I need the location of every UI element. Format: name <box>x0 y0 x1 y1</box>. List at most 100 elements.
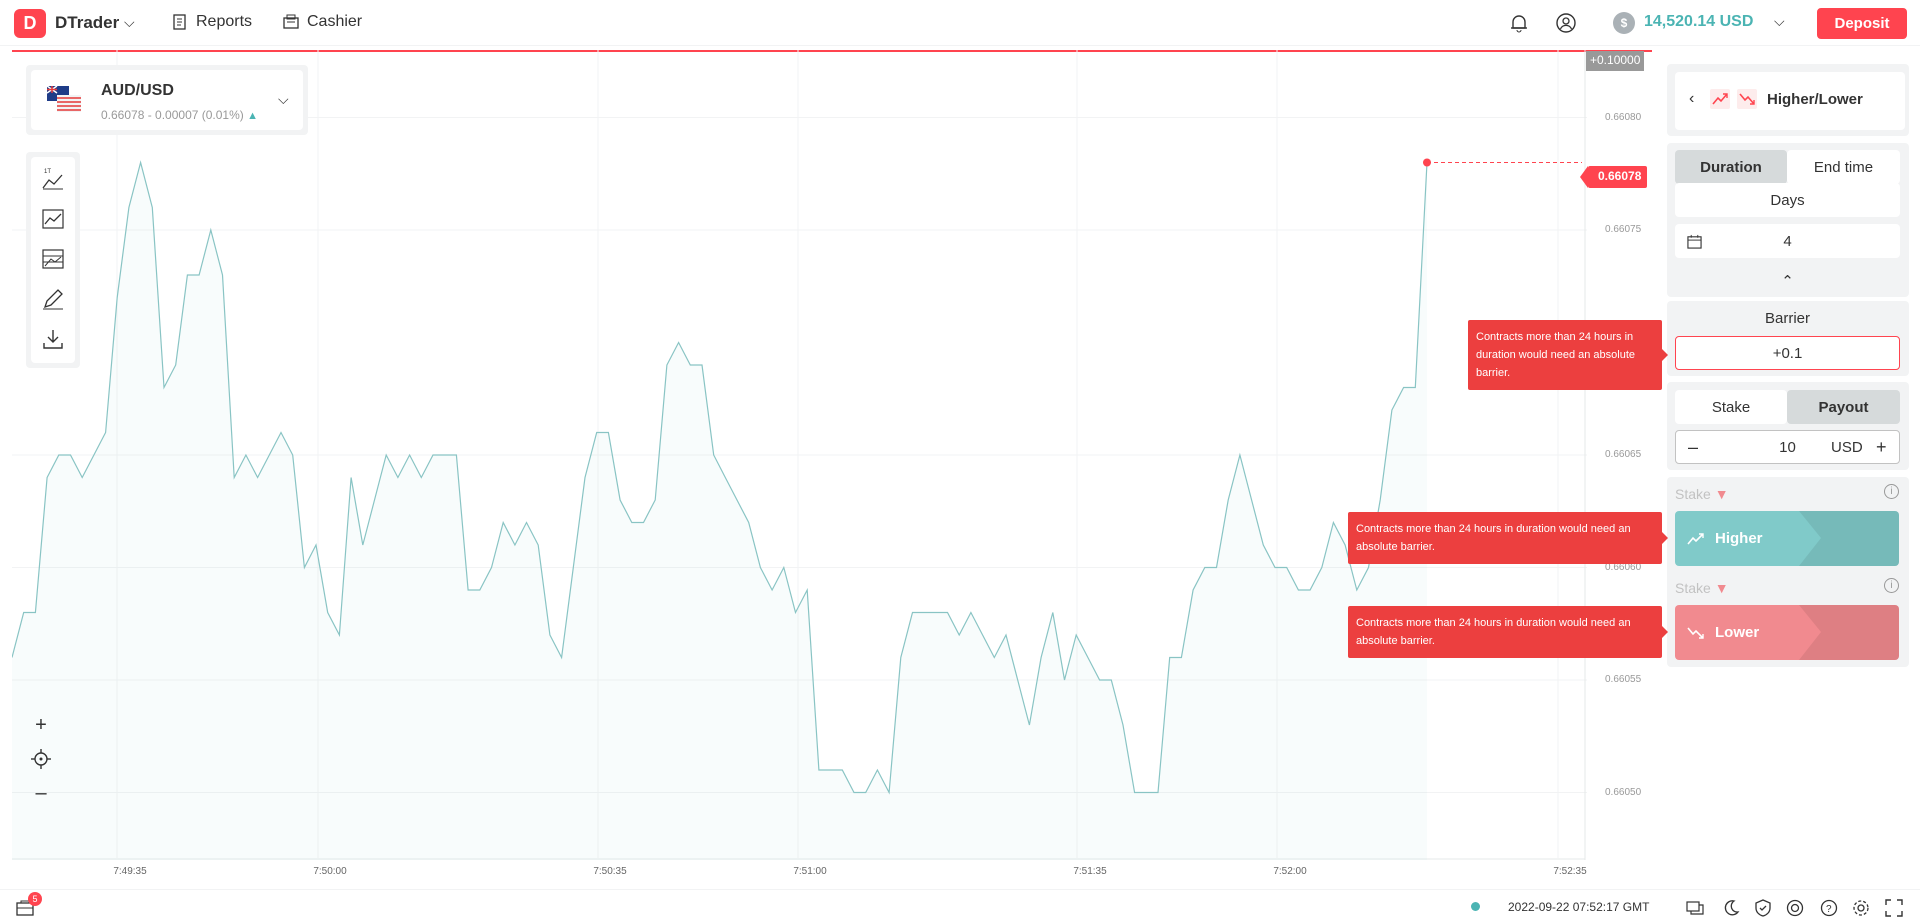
barrier-error-tooltip: Contracts more than 24 hours in duration… <box>1468 320 1668 390</box>
deriv-logo-icon[interactable]: D <box>14 9 46 38</box>
higher-stake-text: Stake <box>1675 486 1711 502</box>
nav-cashier[interactable]: Cashier <box>283 13 362 31</box>
settings-gear-icon[interactable] <box>1852 899 1870 917</box>
caret-down-icon: ▼ <box>1714 486 1729 502</box>
lower-error-tooltip: Contracts more than 24 hours in duration… <box>1348 606 1668 658</box>
notification-badge: 5 <box>28 892 42 906</box>
tab-payout[interactable]: Payout <box>1787 390 1900 424</box>
shield-icon[interactable] <box>1754 899 1772 917</box>
cashier-icon <box>283 14 299 29</box>
tab-stake[interactable]: Stake <box>1675 390 1787 424</box>
fullscreen-icon[interactable] <box>1885 899 1903 917</box>
templates-icon[interactable] <box>41 247 65 271</box>
x-tick-label: 7:51:00 <box>793 866 827 877</box>
x-tick-label: 7:51:35 <box>1073 866 1107 877</box>
y-tick-label: 0.66080 <box>1605 111 1642 123</box>
indicators-icon[interactable] <box>41 207 65 231</box>
help-icon[interactable]: ? <box>1820 899 1838 917</box>
chevron-up-icon[interactable]: ⌃ <box>1781 273 1794 290</box>
trend-up-icon: ▲ <box>247 110 259 122</box>
lower-button-shade <box>1799 605 1899 660</box>
account-balance[interactable]: 14,520.14 USD <box>1644 13 1754 30</box>
x-tick-label: 7:50:35 <box>593 866 627 877</box>
y-tick-label: 0.66055 <box>1605 674 1642 685</box>
higher-button[interactable]: Higher <box>1675 511 1899 566</box>
lower-label: Lower <box>1715 624 1760 641</box>
barrier-label: Barrier <box>1764 310 1810 327</box>
contract-type-selector[interactable]: ‹ Higher/Lower <box>1675 72 1905 130</box>
higher-button-shade <box>1799 511 1899 566</box>
symbol-chevron-icon[interactable]: ⌵ <box>278 91 289 107</box>
rise-icon <box>1710 89 1730 109</box>
currency-label: USD <box>1831 438 1863 456</box>
barrier-price-tag: +0.10000 <box>1586 51 1645 71</box>
price-area <box>12 162 1427 860</box>
decrement-icon[interactable]: – <box>1688 436 1699 457</box>
contract-type-name: Higher/Lower <box>1767 91 1863 108</box>
fall-icon <box>1737 89 1757 109</box>
chat-icon[interactable] <box>1686 899 1704 917</box>
tab-duration[interactable]: Duration <box>1675 150 1787 184</box>
y-tick-label: 0.66060 <box>1605 561 1642 573</box>
symbol-quote: 0.66078 - 0.00007 (0.01%) ▲ <box>101 108 258 122</box>
account-icon[interactable] <box>1555 12 1577 34</box>
zoom-in-icon[interactable]: + <box>35 713 47 736</box>
deposit-button[interactable]: Deposit <box>1817 8 1907 39</box>
current-price-marker <box>1423 158 1431 167</box>
aud-usd-flag-icon <box>47 86 81 112</box>
crosshair-icon[interactable] <box>26 744 56 774</box>
footer-bar: 5 2022-09-22 07:52:17 GMT ? <box>0 889 1920 923</box>
duration-value: 4 <box>1783 232 1792 250</box>
duration-unit-select[interactable]: Days <box>1675 183 1900 217</box>
nav-cashier-label: Cashier <box>307 13 363 30</box>
amount-field[interactable]: – 10 USD + <box>1675 430 1900 464</box>
lower-arrow-icon <box>1687 626 1704 639</box>
reports-icon <box>173 14 186 30</box>
dark-mode-icon[interactable] <box>1722 899 1740 917</box>
y-tick-label: 0.66050 <box>1605 786 1642 798</box>
increment-icon[interactable]: + <box>1876 436 1887 457</box>
account-chevron-icon[interactable]: ⌵ <box>1774 13 1785 29</box>
symbol-name: AUD/USD <box>101 82 174 99</box>
info-icon[interactable]: i <box>1884 484 1899 499</box>
tab-end-time[interactable]: End time <box>1787 150 1900 184</box>
higher-label: Higher <box>1715 530 1763 547</box>
back-arrow-icon[interactable]: ‹ <box>1689 90 1695 107</box>
bell-icon[interactable] <box>1508 12 1530 34</box>
lower-button[interactable]: Lower <box>1675 605 1899 660</box>
info-icon[interactable]: i <box>1884 578 1899 593</box>
higher-arrow-icon <box>1687 532 1704 545</box>
server-time: 2022-09-22 07:52:17 GMT <box>1508 900 1650 914</box>
lower-stake-text: Stake <box>1675 580 1711 596</box>
x-tick-label: 7:52:35 <box>1553 866 1587 877</box>
nav-reports[interactable]: Reports <box>172 13 252 31</box>
calendar-icon <box>1687 234 1702 249</box>
x-tick-label: 7:49:35 <box>113 866 147 877</box>
responsible-trading-icon[interactable] <box>1786 899 1804 917</box>
connection-status-icon <box>1471 902 1480 911</box>
y-tick-label: 0.66065 <box>1605 449 1642 460</box>
svg-text:1T: 1T <box>44 169 51 175</box>
top-header: D DTrader ⌵ Reports Cashier $ 14,520.14 … <box>0 0 1920 46</box>
amount-value: 10 <box>1779 438 1796 456</box>
zoom-out-icon[interactable]: – <box>35 781 47 804</box>
download-icon[interactable] <box>41 327 65 351</box>
symbol-selector[interactable]: AUD/USD 0.66078 - 0.00007 (0.01%) ▲ ⌵ <box>26 65 308 135</box>
caret-down-icon: ▼ <box>1714 580 1729 596</box>
x-tick-label: 7:50:00 <box>313 866 347 877</box>
nav-reports-label: Reports <box>196 13 253 30</box>
barrier-input[interactable]: +0.1 <box>1675 336 1900 370</box>
svg-text:?: ? <box>1826 904 1832 915</box>
barrier-line <box>12 50 1652 52</box>
chart-type-icon[interactable]: 1T <box>41 167 65 191</box>
y-tick-label: 0.66075 <box>1605 224 1642 235</box>
chevron-down-icon[interactable]: ⌵ <box>124 14 135 30</box>
drawing-tools-icon[interactable] <box>41 287 65 311</box>
app-switcher-label[interactable]: DTrader <box>55 13 120 32</box>
duration-value-field[interactable]: 4 <box>1675 224 1900 258</box>
higher-error-tooltip: Contracts more than 24 hours in duration… <box>1348 512 1668 564</box>
current-price-tag: 0.66078 <box>1579 166 1648 188</box>
price-series-line <box>12 160 1428 795</box>
higher-stake-label: Stake ▼ <box>1675 486 1729 502</box>
price-chart[interactable] <box>12 50 1587 890</box>
